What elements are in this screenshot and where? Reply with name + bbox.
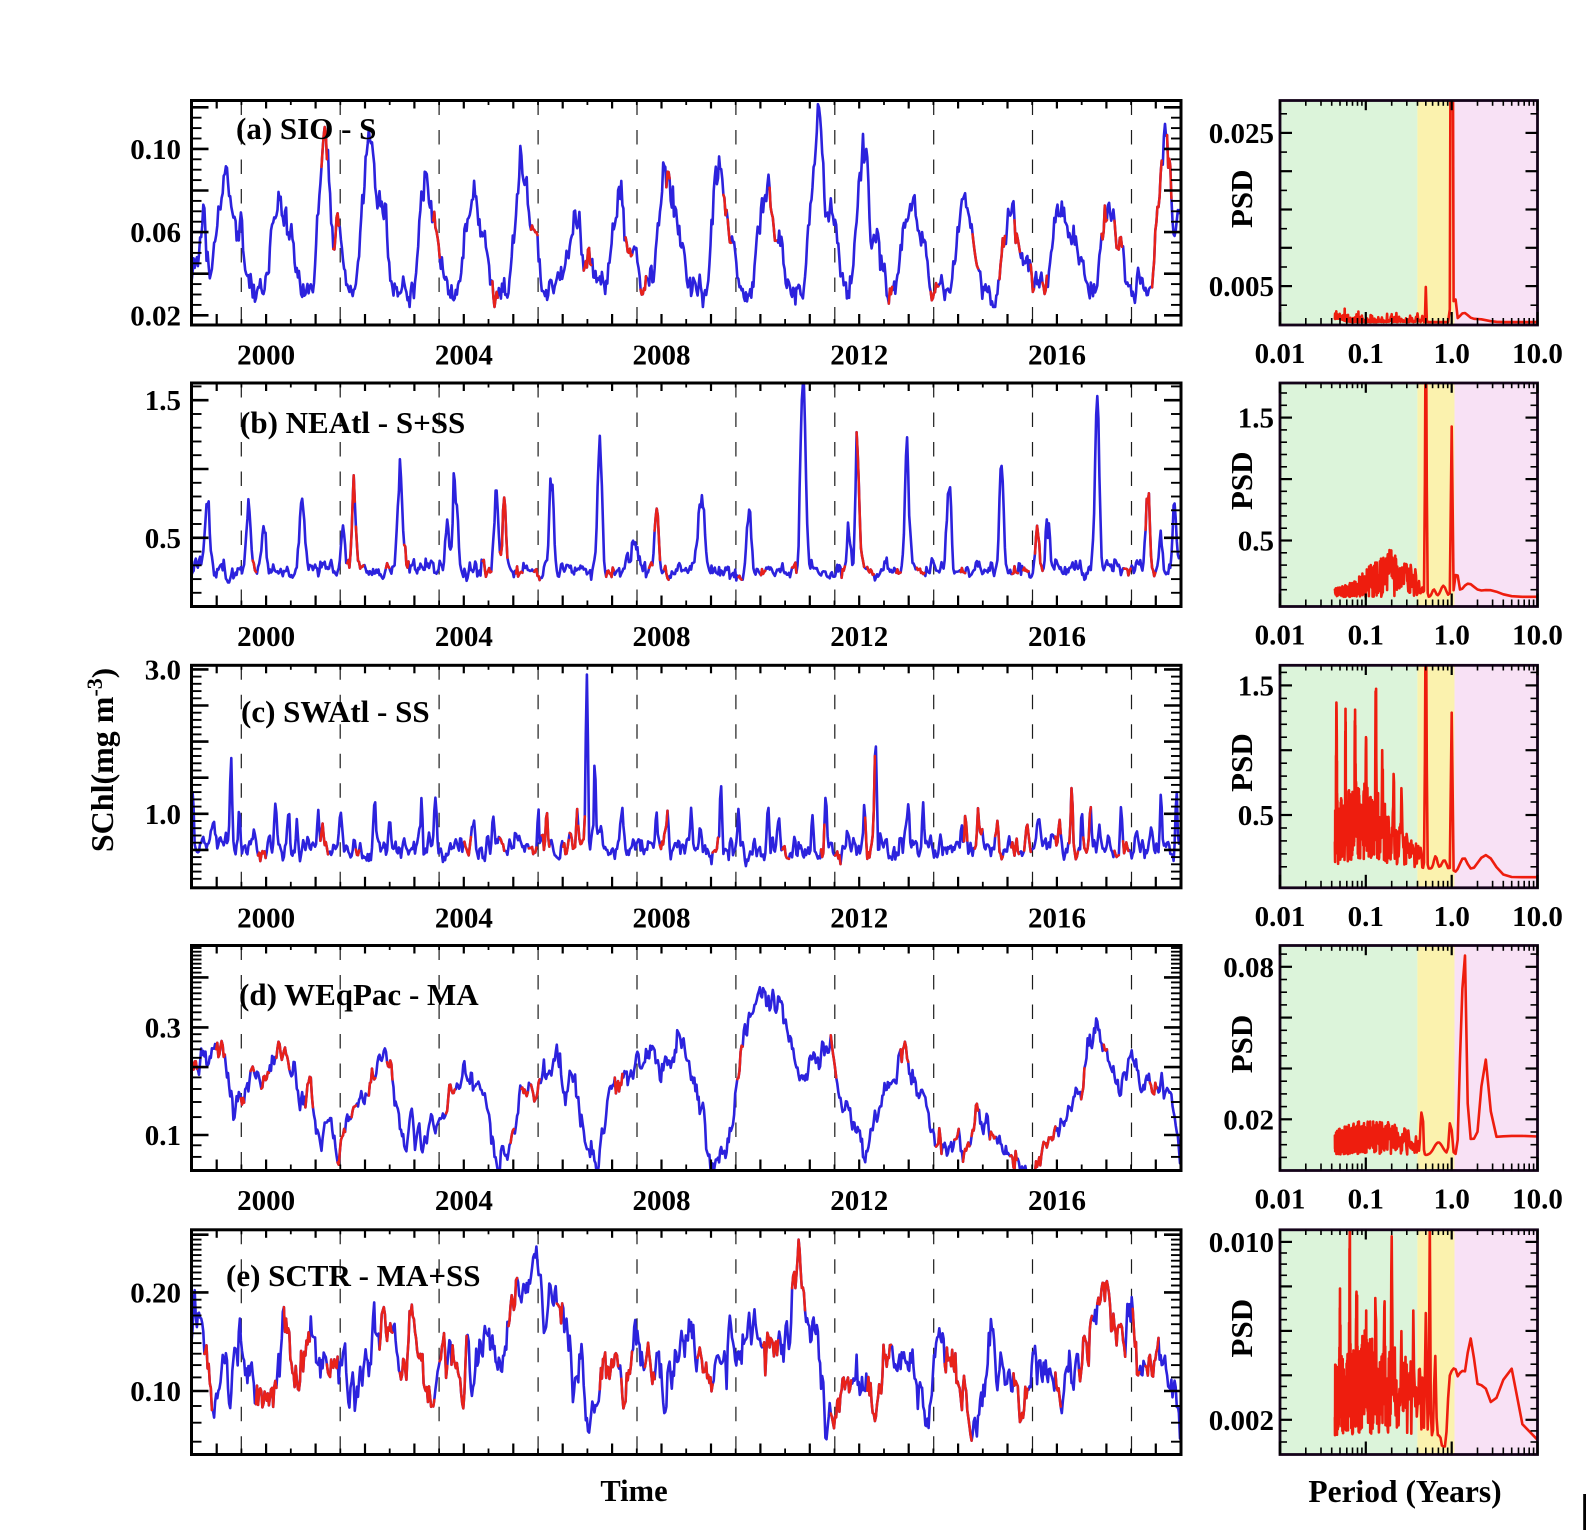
svg-text:2012: 2012 [830,621,888,653]
svg-text:Time: Time [600,1474,667,1508]
svg-text:0.01: 0.01 [1255,338,1306,370]
svg-text:1.0: 1.0 [1434,901,1470,933]
svg-text:2004: 2004 [435,340,493,372]
svg-text:0.1: 0.1 [145,1120,181,1152]
svg-text:Period (Years): Period (Years) [1308,1474,1501,1509]
svg-text:(c) SWAtl - SS: (c) SWAtl - SS [241,694,430,729]
svg-text:PSD: PSD [1224,169,1259,228]
svg-text:2008: 2008 [633,902,691,934]
svg-text:0.5: 0.5 [1238,526,1274,558]
svg-text:(b) NEAtl - S+SS: (b) NEAtl - S+SS [240,405,465,440]
svg-text:PSD: PSD [1224,733,1259,792]
svg-text:0.08: 0.08 [1223,952,1274,984]
svg-text:2012: 2012 [830,340,888,372]
svg-text:1.0: 1.0 [1434,1184,1470,1216]
svg-text:0.1: 0.1 [1348,338,1384,370]
svg-text:2016: 2016 [1028,621,1086,653]
svg-text:0.025: 0.025 [1209,118,1274,150]
svg-text:10.0: 10.0 [1512,1184,1563,1216]
svg-text:10.0: 10.0 [1512,338,1563,370]
svg-text:0.01: 0.01 [1255,620,1306,652]
svg-text:0.10: 0.10 [130,134,181,166]
svg-text:2004: 2004 [435,902,493,934]
svg-text:0.10: 0.10 [130,1376,181,1408]
svg-text:0.02: 0.02 [1223,1104,1274,1136]
svg-text:2012: 2012 [830,1185,888,1217]
svg-text:1.0: 1.0 [145,799,181,831]
svg-text:10.0: 10.0 [1512,901,1563,933]
svg-text:0.010: 0.010 [1209,1227,1274,1259]
svg-text:1.0: 1.0 [1434,338,1470,370]
svg-text:PSD: PSD [1224,1299,1259,1358]
svg-text:2008: 2008 [633,621,691,653]
svg-text:PSD: PSD [1224,1015,1259,1074]
svg-text:0.20: 0.20 [130,1277,181,1309]
svg-text:2016: 2016 [1028,340,1086,372]
svg-text:0.1: 0.1 [1348,901,1384,933]
svg-text:3.0: 3.0 [145,654,181,686]
svg-text:0.005: 0.005 [1209,271,1274,303]
svg-text:(e) SCTR - MA+SS: (e) SCTR - MA+SS [226,1258,480,1293]
svg-text:2000: 2000 [237,902,295,934]
svg-text:0.5: 0.5 [145,523,181,555]
svg-text:2004: 2004 [435,1185,493,1217]
svg-text:(a) SIO - S: (a) SIO - S [236,111,376,146]
svg-text:2008: 2008 [633,340,691,372]
svg-text:1.5: 1.5 [1238,670,1274,702]
svg-text:0.1: 0.1 [1348,1184,1384,1216]
svg-text:(d) WEqPac - MA: (d) WEqPac - MA [239,977,479,1012]
svg-text:0.3: 0.3 [145,1012,181,1044]
svg-text:0.02: 0.02 [130,300,181,332]
svg-text:2004: 2004 [435,621,493,653]
svg-text:1.5: 1.5 [145,385,181,417]
svg-text:10.0: 10.0 [1512,620,1563,652]
svg-text:0.06: 0.06 [130,217,181,249]
svg-text:2000: 2000 [237,1185,295,1217]
svg-text:0.002: 0.002 [1209,1405,1274,1437]
svg-text:2000: 2000 [237,621,295,653]
svg-text:0.01: 0.01 [1255,1184,1306,1216]
svg-text:2016: 2016 [1028,1185,1086,1217]
svg-text:0.01: 0.01 [1255,901,1306,933]
svg-text:2008: 2008 [633,1185,691,1217]
svg-text:SChl(mg m-3): SChl(mg m-3) [82,668,120,852]
svg-text:2016: 2016 [1028,902,1086,934]
svg-text:0.5: 0.5 [1238,800,1274,832]
svg-text:1.5: 1.5 [1238,403,1274,435]
svg-text:2000: 2000 [237,340,295,372]
svg-text:2012: 2012 [830,902,888,934]
svg-text:1.0: 1.0 [1434,620,1470,652]
svg-text:PSD: PSD [1224,451,1259,510]
svg-text:0.1: 0.1 [1348,620,1384,652]
